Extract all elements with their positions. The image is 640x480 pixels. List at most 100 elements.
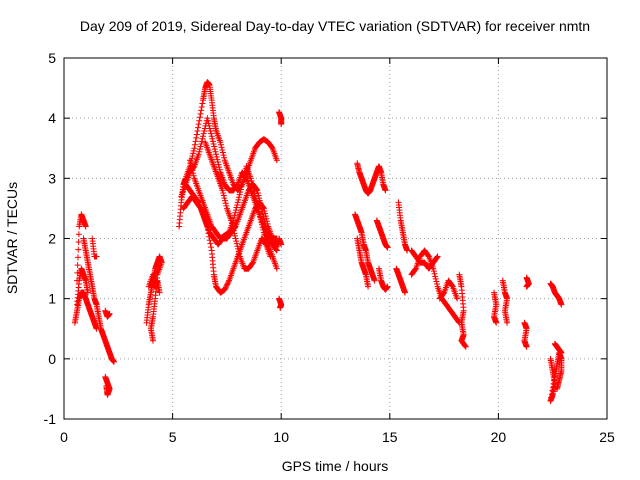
data-point (190, 147, 197, 154)
data-point (250, 185, 257, 192)
data-point (430, 268, 437, 275)
data-point (240, 173, 247, 180)
data-point (235, 245, 242, 252)
data-point (384, 283, 391, 290)
data-point (258, 221, 265, 228)
x-tick-label: 25 (599, 429, 615, 445)
data-point (262, 240, 269, 247)
y-tick-label: 4 (48, 110, 56, 126)
data-point (194, 128, 201, 135)
data-point (191, 141, 198, 148)
data-point (255, 208, 262, 215)
data-point (198, 138, 205, 145)
data-point (218, 144, 225, 151)
data-point (260, 205, 267, 212)
data-point (554, 385, 561, 392)
data-point (277, 304, 284, 311)
data-point (189, 167, 196, 174)
data-point (187, 159, 194, 166)
data-point (106, 310, 113, 317)
data-point (462, 343, 469, 350)
data-point (273, 246, 280, 253)
data-point (250, 188, 257, 195)
data-point (197, 143, 204, 150)
data-point (254, 189, 261, 196)
data-point (273, 265, 280, 272)
data-point (231, 232, 238, 239)
data-point (217, 139, 224, 146)
data-point (222, 284, 229, 291)
data-point (493, 319, 500, 326)
grid (64, 58, 607, 419)
data-point (440, 290, 447, 297)
data-point (462, 342, 469, 349)
data-point (365, 283, 372, 290)
data-point (204, 117, 211, 124)
data-point (210, 140, 217, 147)
data-point (220, 192, 227, 199)
data-point (268, 144, 275, 151)
data-point (195, 124, 202, 131)
data-point (93, 253, 100, 260)
data-point (431, 270, 438, 277)
data-point (74, 262, 81, 269)
data-point (189, 152, 196, 159)
y-tick-label: -1 (44, 411, 57, 427)
data-point (219, 146, 226, 153)
data-point (434, 253, 441, 260)
data-point (229, 222, 236, 229)
data-point (207, 128, 214, 135)
data-point (233, 238, 240, 245)
data-point (197, 110, 204, 117)
data-point (222, 200, 229, 207)
data-point (549, 387, 556, 394)
data-point (214, 156, 221, 163)
data-point (558, 349, 565, 356)
data-point (215, 161, 222, 168)
data-point (214, 159, 221, 166)
data-point (260, 204, 267, 211)
data-point (262, 213, 269, 220)
data-point (206, 233, 213, 240)
data-point (230, 227, 237, 234)
data-point (547, 397, 554, 404)
data-point (209, 135, 216, 142)
y-tick-label: 2 (48, 231, 56, 247)
x-tick-label: 0 (60, 429, 68, 445)
data-point (239, 181, 246, 188)
data-point (208, 133, 215, 140)
data-point (253, 201, 260, 208)
data-point (433, 278, 440, 285)
data-point (256, 211, 263, 218)
data-point (220, 152, 227, 159)
x-tick-label: 10 (273, 429, 289, 445)
data-point (110, 358, 117, 365)
data-point (221, 154, 228, 161)
data-point (204, 226, 211, 233)
data-point (206, 125, 213, 132)
data-point (504, 319, 511, 326)
data-point (233, 204, 240, 211)
data-point (196, 114, 203, 121)
data-point (232, 235, 239, 242)
data-point (231, 230, 238, 237)
data-point (371, 277, 378, 284)
data-point (273, 157, 280, 164)
data-point (278, 121, 285, 128)
data-point (253, 198, 260, 205)
data-point (196, 146, 203, 153)
data-point (218, 141, 225, 148)
data-point (255, 192, 262, 199)
data-point (228, 220, 235, 227)
data-point (240, 176, 247, 183)
data-point (186, 157, 193, 164)
data-point (207, 240, 214, 247)
y-tick-label: 5 (48, 50, 56, 66)
data-point (221, 195, 228, 202)
data-point (195, 198, 202, 205)
data-point (231, 214, 238, 221)
data-point (225, 278, 232, 285)
data-point (254, 203, 261, 210)
data-point (258, 219, 265, 226)
